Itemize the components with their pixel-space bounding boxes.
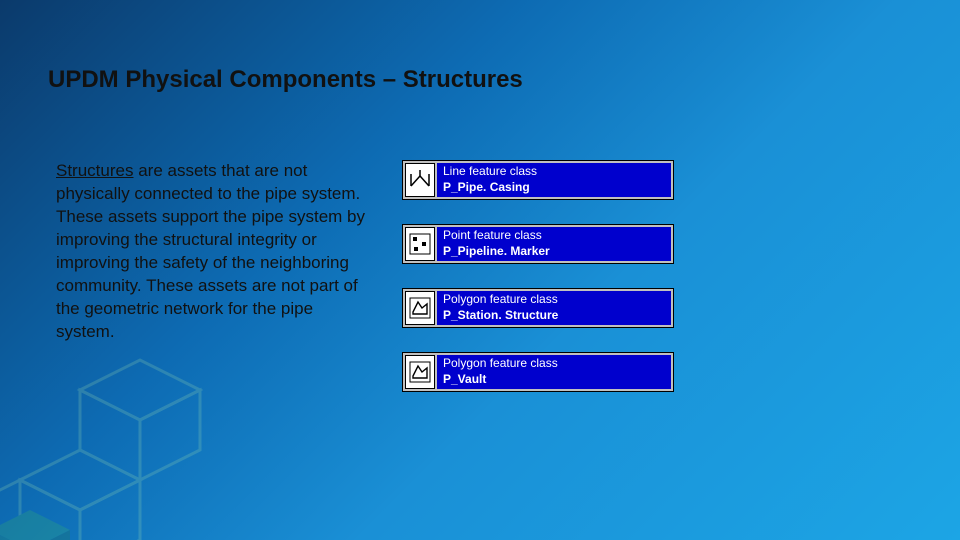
feature-class-name: P_Station. Structure xyxy=(443,308,665,324)
feature-class-name: P_Pipe. Casing xyxy=(443,180,665,196)
feature-class-text: Point feature class P_Pipeline. Marker xyxy=(437,227,671,261)
slide-title: UPDM Physical Components – Structures xyxy=(48,66,523,94)
feature-class-item: Polygon feature class P_Vault xyxy=(402,352,674,392)
feature-class-type: Point feature class xyxy=(443,228,665,244)
point-feature-icon xyxy=(405,227,435,261)
feature-class-text: Polygon feature class P_Vault xyxy=(437,355,671,389)
feature-class-text: Polygon feature class P_Station. Structu… xyxy=(437,291,671,325)
body-lead-term: Structures xyxy=(56,161,133,180)
feature-class-type: Polygon feature class xyxy=(443,292,665,308)
polygon-feature-icon xyxy=(405,291,435,325)
feature-class-name: P_Pipeline. Marker xyxy=(443,244,665,260)
slide: UPDM Physical Components – Structures St… xyxy=(0,0,960,540)
feature-class-item: Polygon feature class P_Station. Structu… xyxy=(402,288,674,328)
body-rest: are assets that are not physically conne… xyxy=(56,161,365,341)
feature-class-item: Point feature class P_Pipeline. Marker xyxy=(402,224,674,264)
feature-class-text: Line feature class P_Pipe. Casing xyxy=(437,163,671,197)
feature-class-type: Polygon feature class xyxy=(443,356,665,372)
polygon-feature-icon xyxy=(405,355,435,389)
feature-class-type: Line feature class xyxy=(443,164,665,180)
feature-class-name: P_Vault xyxy=(443,372,665,388)
line-feature-icon xyxy=(405,163,435,197)
slide-body: Structures are assets that are not physi… xyxy=(56,160,366,344)
feature-class-list: Line feature class P_Pipe. Casing Point … xyxy=(402,160,674,416)
feature-class-item: Line feature class P_Pipe. Casing xyxy=(402,160,674,200)
